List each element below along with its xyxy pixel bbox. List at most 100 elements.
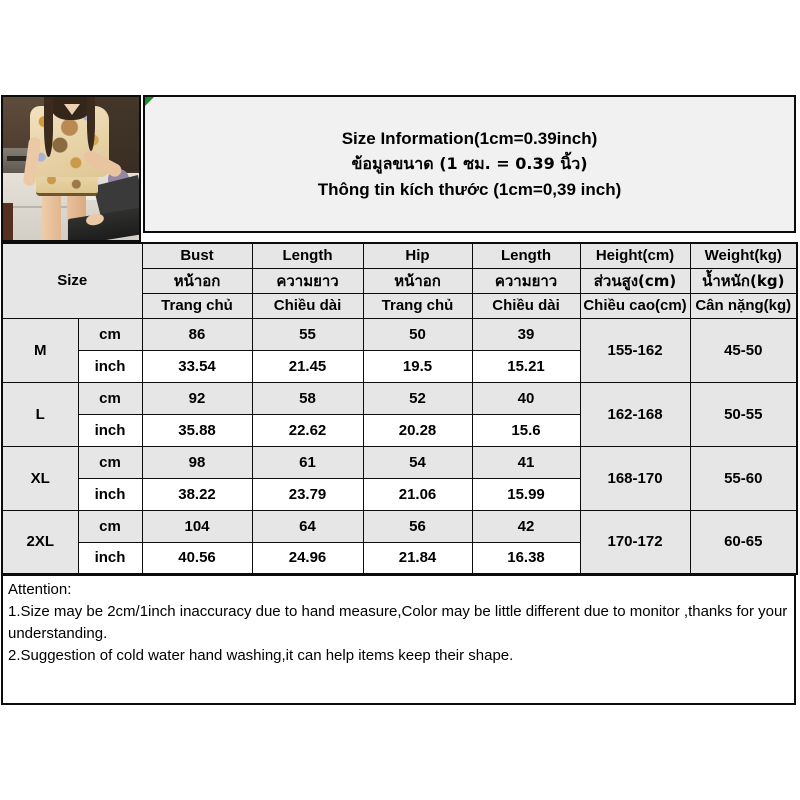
title-english: Size Information(1cm=0.39inch) <box>341 128 598 148</box>
hdr-bust-en: Bust <box>141 242 253 269</box>
hdr-weight-th: น้ำหนัก(kg) <box>689 267 798 294</box>
cell-xl-cm-hip: 54 <box>362 445 473 479</box>
cell-2xl-weight: 60-65 <box>689 509 798 575</box>
title-cell: Size Information(1cm=0.39inch) ข้อมูลขนา… <box>143 95 796 233</box>
size-label-xl: XL <box>1 445 79 511</box>
cell-xl-inch-length: 23.79 <box>251 477 364 511</box>
hdr-weight-vi: Cân nặng(kg) <box>689 292 798 319</box>
cell-m-inch-length2: 15.21 <box>471 349 581 383</box>
cell-xl-cm-length: 61 <box>251 445 364 479</box>
cell-m-cm-length: 55 <box>251 317 364 351</box>
unit-xl-inch: inch <box>77 477 143 511</box>
row-m-cm: M cm 86 55 50 39 155-162 45-50 <box>1 317 798 383</box>
attention-note-1: 1.Size may be 2cm/1inch inaccuracy due t… <box>8 603 788 642</box>
cell-2xl-inch-length: 24.96 <box>251 541 364 575</box>
row-m-inch: inch 33.54 21.45 19.5 15.21 <box>2 349 797 383</box>
cell-xl-inch-length2: 15.99 <box>471 477 581 511</box>
cell-xl-inch-bust: 38.22 <box>141 477 253 511</box>
photo-hair-strand-left <box>43 97 54 158</box>
unit-xl-cm: cm <box>77 445 143 479</box>
hdr-hip-th: หน้าอก <box>362 267 473 294</box>
cell-xl-cm-bust: 98 <box>141 445 253 479</box>
cell-xl-inch-hip: 21.06 <box>362 477 473 511</box>
cell-xl-weight: 55-60 <box>689 445 798 511</box>
unit-m-cm: cm <box>77 317 143 351</box>
size-label-2xl: 2XL <box>1 509 79 575</box>
cell-l-cm-hip: 52 <box>362 381 473 415</box>
cell-2xl-inch-length2: 16.38 <box>471 541 581 575</box>
cell-l-height: 162-168 <box>579 381 691 447</box>
title-vietnamese: Thông tin kích thước (1cm=0,39 inch) <box>317 179 622 199</box>
hdr-length2-vi: Chiều dài <box>471 292 581 319</box>
size-chart-sheet: Size Information(1cm=0.39inch) ข้อมูลขนา… <box>1 95 799 705</box>
cell-2xl-cm-length: 64 <box>251 509 364 543</box>
size-label-l: L <box>1 381 79 447</box>
cell-xl-height: 168-170 <box>579 445 691 511</box>
photo-vneck <box>63 104 80 116</box>
attention-heading: Attention: <box>8 581 72 598</box>
cell-2xl-cm-hip: 56 <box>362 509 473 543</box>
row-xl-inch: inch 38.22 23.79 21.06 15.99 <box>2 477 797 511</box>
cell-l-cm-bust: 92 <box>141 381 253 415</box>
cell-error-marker-icon <box>145 97 154 106</box>
cell-m-inch-length: 21.45 <box>251 349 364 383</box>
cell-m-cm-length2: 39 <box>471 317 581 351</box>
size-table: Size Bust Length Hip Length Height(cm) W… <box>1 242 799 575</box>
hdr-hip-vi: Trang chủ <box>362 292 473 319</box>
unit-l-inch: inch <box>77 413 143 447</box>
size-corner-cell: Size <box>1 242 143 319</box>
unit-2xl-inch: inch <box>77 541 143 575</box>
attention-note-2: 2.Suggestion of cold water hand washing,… <box>8 647 514 664</box>
cell-l-cm-length: 58 <box>251 381 364 415</box>
header-row-thai: หน้าอก ความยาว หน้าอก ความยาว ส่วนสูง(cm… <box>2 267 798 294</box>
cell-2xl-inch-bust: 40.56 <box>141 541 253 575</box>
photo-leg-left <box>42 191 62 240</box>
cell-m-inch-bust: 33.54 <box>141 349 253 383</box>
row-2xl-cm: 2XL cm 104 64 56 42 170-172 60-65 <box>1 509 798 575</box>
hdr-bust-vi: Trang chủ <box>141 292 253 319</box>
hdr-hip-en: Hip <box>362 242 473 269</box>
cell-l-cm-length2: 40 <box>471 381 581 415</box>
cell-2xl-cm-bust: 104 <box>141 509 253 543</box>
header-row-vietnamese: Trang chủ Chiều dài Trang chủ Chiều dài … <box>2 292 798 319</box>
hdr-length-th: ความยาว <box>251 267 364 294</box>
cell-2xl-cm-length2: 42 <box>471 509 581 543</box>
hdr-bust-th: หน้าอก <box>141 267 253 294</box>
hdr-length2-th: ความยาว <box>471 267 581 294</box>
hdr-length-en: Length <box>251 242 364 269</box>
size-label-m: M <box>1 317 79 383</box>
product-photo <box>1 95 141 242</box>
unit-2xl-cm: cm <box>77 509 143 543</box>
cell-l-inch-length2: 15.6 <box>471 413 581 447</box>
header-row-english: Size Bust Length Hip Length Height(cm) W… <box>1 242 798 319</box>
row-2xl-inch: inch 40.56 24.96 21.84 16.38 <box>2 541 797 575</box>
cell-2xl-height: 170-172 <box>579 509 691 575</box>
hdr-height-en: Height(cm) <box>579 242 691 269</box>
attention-box: Attention: 1.Size may be 2cm/1inch inacc… <box>1 574 796 705</box>
photo-corner-wood <box>3 202 13 240</box>
cell-xl-cm-length2: 41 <box>471 445 581 479</box>
cell-l-inch-bust: 35.88 <box>141 413 253 447</box>
unit-m-inch: inch <box>77 349 143 383</box>
cell-m-cm-hip: 50 <box>362 317 473 351</box>
cell-2xl-inch-hip: 21.84 <box>362 541 473 575</box>
cell-l-weight: 50-55 <box>689 381 798 447</box>
header-row: Size Information(1cm=0.39inch) ข้อมูลขนา… <box>1 95 796 242</box>
cell-m-height: 155-162 <box>579 317 691 383</box>
cell-m-cm-bust: 86 <box>141 317 253 351</box>
hdr-height-vi: Chiều cao(cm) <box>579 292 691 319</box>
row-l-inch: inch 35.88 22.62 20.28 15.6 <box>2 413 797 447</box>
hdr-weight-en: Weight(kg) <box>689 242 798 269</box>
photo-metal-slot <box>7 155 28 162</box>
cell-m-inch-hip: 19.5 <box>362 349 473 383</box>
title-thai: ข้อมูลขนาด (1 ซม. = 0.39 นิ้ว) <box>351 153 588 173</box>
hdr-length2-en: Length <box>471 242 581 269</box>
row-xl-cm: XL cm 98 61 54 41 168-170 55-60 <box>1 445 798 511</box>
hdr-height-th: ส่วนสูง(cm) <box>579 267 691 294</box>
unit-l-cm: cm <box>77 381 143 415</box>
cell-l-inch-length: 22.62 <box>251 413 364 447</box>
photo-hair-strand-right <box>87 97 96 152</box>
cell-m-weight: 45-50 <box>689 317 798 383</box>
hdr-length-vi: Chiều dài <box>251 292 364 319</box>
